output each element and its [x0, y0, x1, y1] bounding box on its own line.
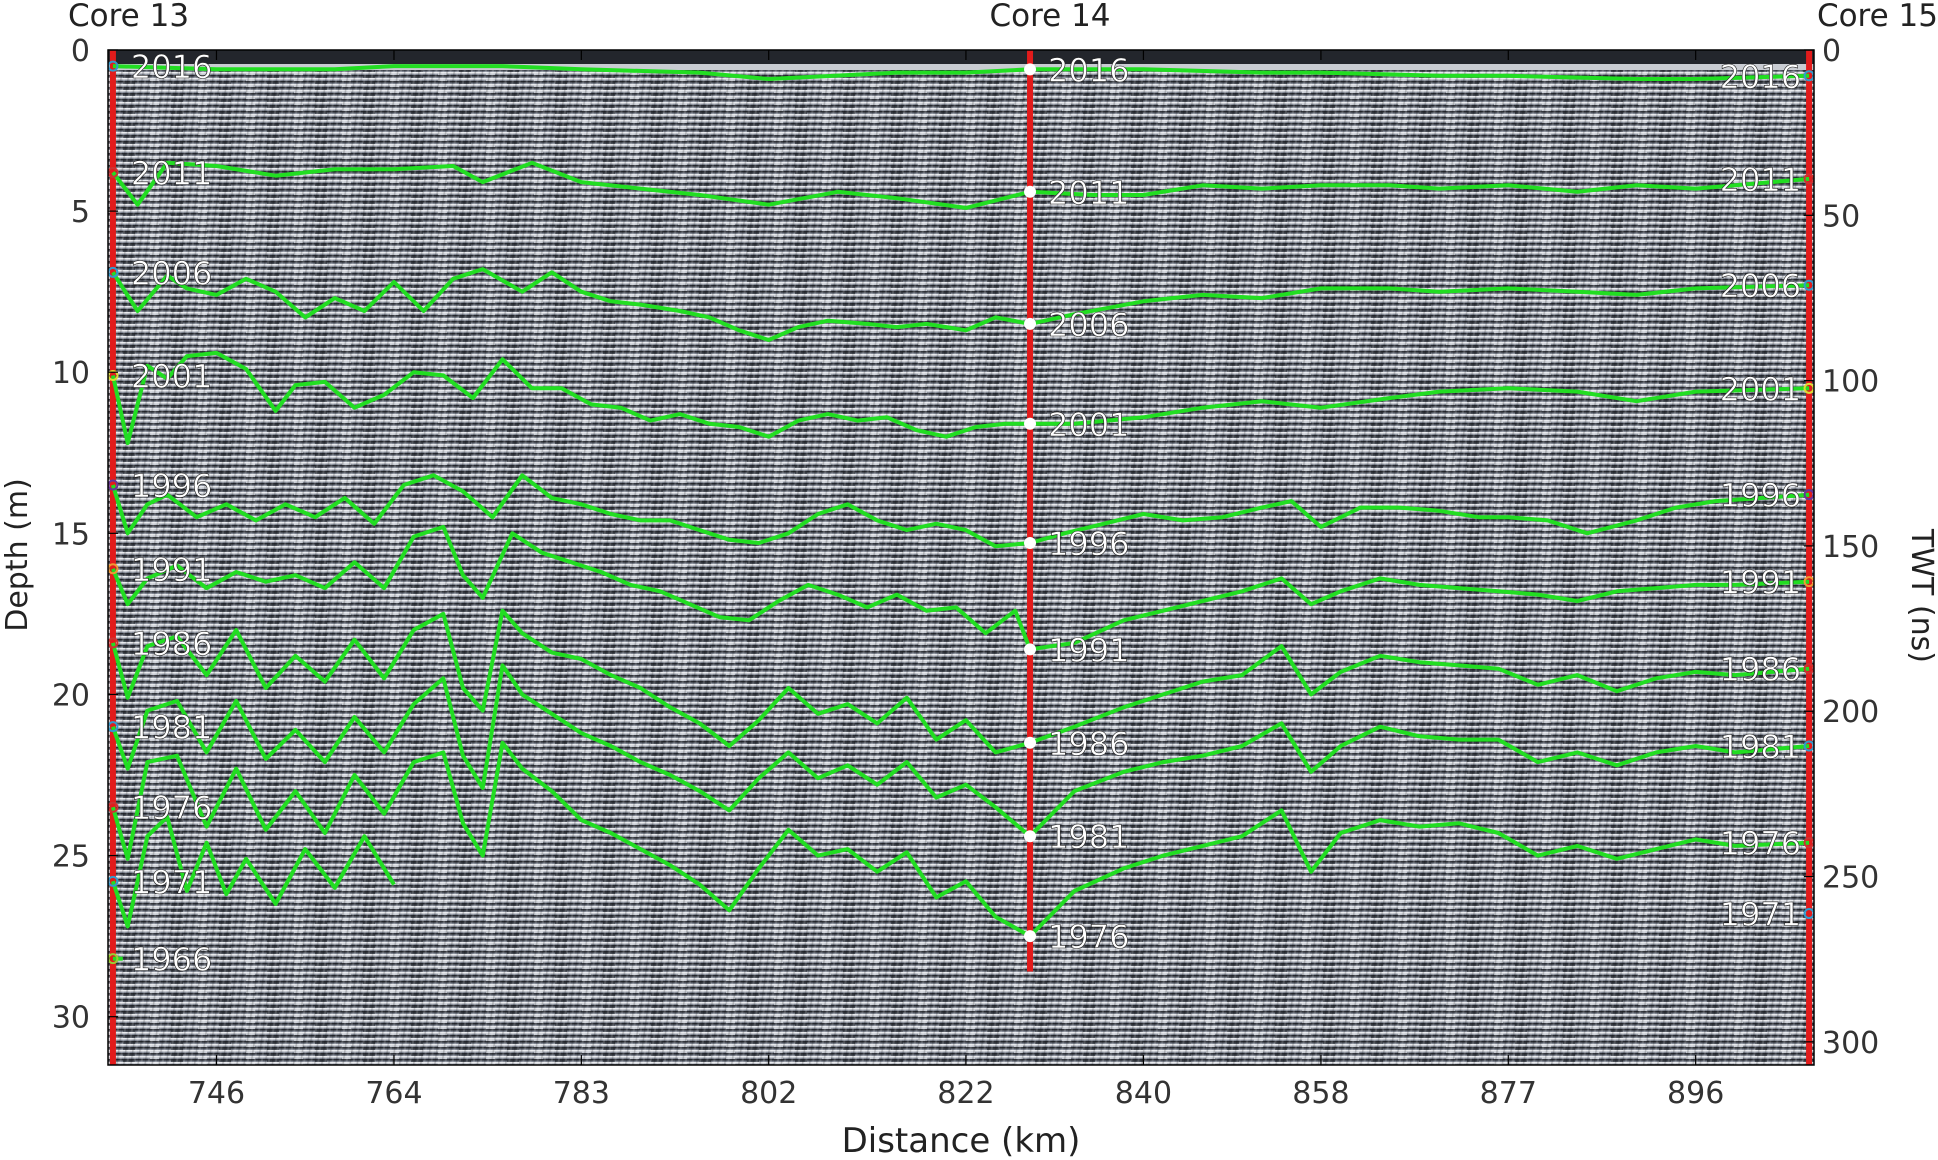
year-label: 1971 [1720, 896, 1801, 934]
year-label: 2001 [131, 357, 212, 395]
core-marker [1024, 643, 1037, 656]
y-tick-label: 20 [52, 678, 90, 713]
horizon-line-1991 [111, 524, 1810, 652]
year-label: 2006 [1720, 267, 1801, 305]
horizon-line-1976 [110, 740, 1810, 939]
core-marker [1024, 830, 1037, 843]
radargram-background [108, 50, 1814, 1065]
y-axis-twt: 0 50 100 150 200 250 300 [1804, 34, 1879, 1061]
year-label: 2001 [1048, 406, 1129, 444]
year-label: 2011 [1720, 161, 1801, 199]
x-tick-label: 822 [937, 1076, 994, 1111]
core-marker [1024, 317, 1037, 330]
y-axis-depth: 0 5 10 15 20 25 30 [52, 34, 118, 1036]
year-label: 1996 [1720, 477, 1801, 515]
year-label: 1981 [1720, 728, 1801, 766]
year-label: 1981 [131, 709, 212, 747]
horizon-lines [110, 64, 1810, 961]
x-axis: 746 764 783 802 822 840 858 877 896 [188, 50, 1724, 1111]
y-tick-label: 30 [52, 1001, 90, 1036]
y2-tick-label: 150 [1822, 530, 1879, 565]
y2-tick-label: 0 [1822, 34, 1841, 69]
y2-tick-label: 100 [1822, 365, 1879, 400]
x-tick-label: 896 [1667, 1076, 1724, 1111]
core-marker [1024, 185, 1037, 198]
horizon-line-2011 [111, 160, 1810, 210]
year-label: 1976 [1048, 918, 1129, 956]
core-marker [1024, 736, 1037, 749]
horizon-line-1996 [110, 473, 1810, 549]
y2-tick-label: 300 [1822, 1026, 1879, 1061]
core-marker [1024, 537, 1037, 549]
year-label: 2011 [1048, 174, 1129, 212]
x-tick-label: 840 [1115, 1076, 1172, 1111]
horizon-line-2006 [111, 267, 1810, 342]
plot-frame [107, 49, 1815, 1066]
year-label: 2006 [131, 254, 212, 292]
year-label: 1991 [1720, 564, 1801, 602]
y2-axis-label: TWT (ns) [1904, 528, 1938, 663]
year-label: 2016 [131, 48, 212, 86]
horizon-line-2001 [110, 350, 1810, 446]
year-label: 1976 [1720, 825, 1801, 863]
year-label: 1996 [131, 467, 212, 505]
x-tick-label: 783 [553, 1076, 610, 1111]
horizon-line-1986 [110, 608, 1810, 755]
year-label: 1971 [131, 863, 212, 901]
x-tick-label: 746 [188, 1076, 245, 1111]
year-label: 1966 [131, 941, 212, 979]
core-title: Core 13 [68, 0, 189, 34]
year-label: 1976 [131, 789, 212, 827]
y2-tick-label: 50 [1822, 199, 1860, 234]
year-label: 1986 [131, 625, 212, 663]
year-label: 2006 [1048, 306, 1129, 344]
year-label: 2016 [1720, 58, 1801, 96]
horizon-line-2016 [112, 64, 1810, 81]
year-label: 1991 [1048, 631, 1129, 669]
y2-tick-label: 250 [1822, 861, 1879, 896]
horizon-line-1971 [110, 814, 396, 929]
y-tick-label: 10 [52, 356, 90, 391]
core-marker [1024, 63, 1037, 76]
year-label: 1981 [1048, 818, 1129, 856]
year-label: 2011 [131, 154, 212, 192]
x-tick-label: 858 [1292, 1076, 1349, 1111]
horizon-line-1981 [111, 663, 1810, 839]
x-tick-label: 764 [365, 1076, 422, 1111]
x-tick-label: 802 [740, 1076, 797, 1111]
year-label: 1996 [1048, 525, 1129, 563]
core-lines [109, 50, 1813, 1065]
y-axis-label: Depth (m) [0, 478, 35, 632]
core-title: Core 14 [989, 0, 1110, 34]
core-titles: Core 13 Core 14 Core 15 [68, 0, 1938, 34]
year-labels: 2016 2011 2006 2001 1996 1991 1986 1981 1976 1971… [107, 48, 1815, 979]
core-title: Core 15 [1817, 0, 1938, 34]
x-axis-label: Distance (km) [842, 1121, 1081, 1160]
y-tick-label: 15 [52, 517, 90, 552]
y2-tick-label: 200 [1822, 695, 1879, 730]
core-marker [1024, 930, 1037, 943]
x-tick-label: 877 [1480, 1076, 1537, 1111]
year-label: 2016 [1048, 51, 1129, 89]
year-label: 2001 [1720, 370, 1801, 408]
y-tick-label: 25 [52, 840, 90, 875]
y-tick-label: 0 [71, 34, 90, 69]
year-label: 1986 [1048, 725, 1129, 763]
year-label: 1986 [1720, 651, 1801, 689]
core-marker [1024, 417, 1037, 430]
y-tick-label: 5 [71, 195, 90, 230]
year-label: 1991 [131, 551, 212, 589]
